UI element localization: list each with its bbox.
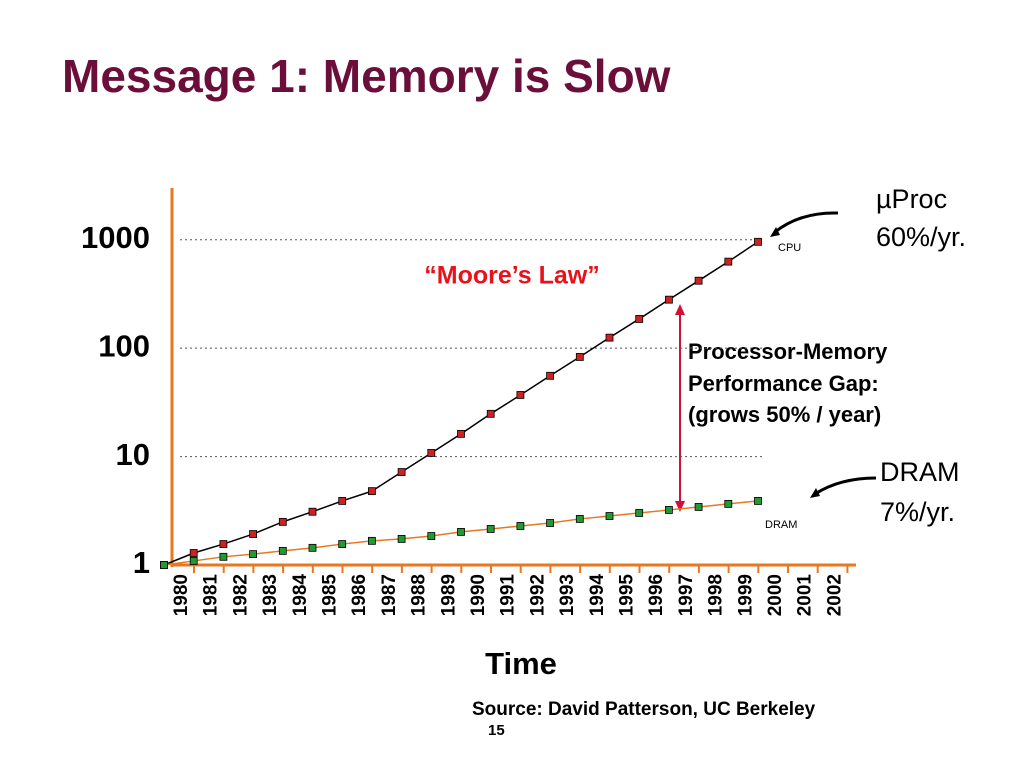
x-tick-label: 2002 (824, 574, 845, 616)
callout-arrow (814, 476, 877, 496)
data-point (486, 525, 495, 533)
dram-annotation: 7%/yr. (880, 497, 955, 527)
y-tick-label: 1 (133, 545, 150, 580)
x-tick-label: 1988 (409, 574, 430, 616)
x-tick-label: 1982 (230, 574, 251, 616)
data-point (575, 515, 584, 523)
x-tick-label: 1998 (706, 574, 727, 616)
data-point (605, 333, 614, 342)
data-point (635, 315, 644, 323)
moore-label: “Moore’s Law” (424, 262, 600, 290)
x-tick-label: 1987 (379, 574, 400, 616)
y-tick-label: 100 (98, 328, 150, 363)
data-point (457, 527, 465, 536)
data-point (546, 519, 554, 527)
page-number: 15 (488, 722, 505, 739)
x-tick-label: 1996 (646, 574, 667, 616)
data-point (694, 503, 703, 511)
data-point (605, 512, 614, 520)
source: Source: David Patterson, UC Berkeley (472, 699, 816, 720)
data-point (665, 295, 673, 304)
gap-label: Performance Gap: (688, 371, 879, 396)
gap-label: (grows 50% / year) (688, 402, 881, 427)
x-tick-label: 1991 (498, 574, 519, 617)
x-tick-label: 1999 (735, 574, 756, 616)
x-tick-label: 1993 (557, 574, 578, 616)
x-tick-label: 1984 (290, 574, 311, 617)
cpu-annotation: µProc (876, 184, 947, 214)
data-point (457, 429, 465, 438)
cpu-annotation: 60%/yr. (876, 222, 966, 252)
x-tick-label: 1997 (676, 574, 697, 616)
callout-arrow-head (770, 227, 780, 237)
data-point (249, 550, 258, 559)
x-tick-label: 2000 (765, 574, 786, 616)
data-point (397, 535, 406, 543)
data-point (219, 540, 228, 548)
x-tick-label: 1990 (468, 574, 489, 616)
y-tick-label: 1000 (81, 220, 150, 255)
data-point (189, 557, 198, 565)
data-point (338, 497, 347, 505)
data-point (754, 497, 762, 505)
gap-label: Processor-Memory (688, 339, 888, 364)
dram-tag: DRAM (765, 519, 797, 531)
data-point (249, 530, 258, 538)
dram-annotation: DRAM (880, 457, 960, 487)
callout-arrow (774, 211, 839, 234)
data-point (427, 449, 436, 457)
data-point (665, 506, 673, 514)
data-point (367, 487, 376, 496)
data-point (219, 552, 228, 561)
x-axis-label: Time (485, 646, 557, 681)
data-point (694, 276, 703, 285)
x-tick-label: 1985 (320, 574, 341, 617)
data-point (338, 540, 347, 548)
data-point (397, 468, 406, 476)
data-point (754, 237, 762, 246)
data-point (189, 549, 198, 557)
data-point (575, 353, 584, 361)
series-line (163, 241, 759, 566)
slide-title: Message 1: Memory is Slow (62, 50, 671, 102)
x-tick-label: 1994 (587, 574, 608, 617)
data-point (278, 517, 287, 526)
x-tick-label: 2001 (795, 574, 816, 617)
data-point (516, 391, 525, 399)
data-point (724, 500, 733, 508)
data-point (367, 536, 376, 545)
x-tick-label: 1983 (260, 574, 281, 616)
x-tick-label: 1995 (617, 574, 638, 617)
data-point (546, 371, 554, 380)
x-tick-label: 1989 (438, 574, 459, 616)
data-point (516, 522, 525, 530)
data-point (308, 507, 317, 516)
x-tick-label: 1986 (349, 574, 370, 616)
data-point (427, 532, 436, 540)
data-point (486, 409, 495, 418)
data-point (278, 546, 287, 555)
x-tick-label: 1981 (201, 574, 222, 617)
data-point (160, 561, 168, 569)
cpu-tag: CPU (778, 242, 801, 254)
x-tick-label: 1980 (171, 574, 192, 616)
data-point (724, 257, 733, 266)
data-point (635, 509, 644, 517)
callout-arrow-head (810, 488, 820, 498)
y-tick-label: 10 (116, 437, 150, 472)
data-point (308, 543, 317, 552)
x-tick-label: 1992 (527, 574, 548, 616)
